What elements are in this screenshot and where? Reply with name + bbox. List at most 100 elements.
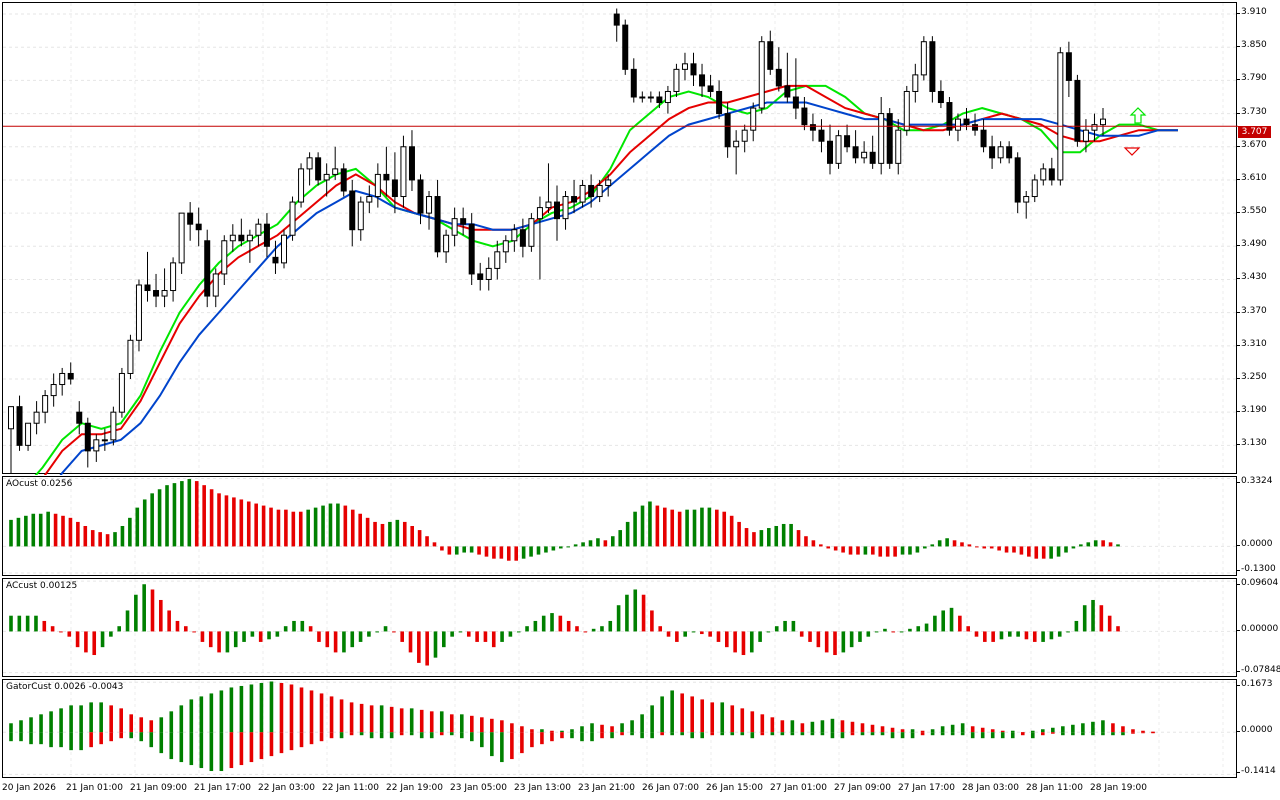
gator-lower-bar: [930, 732, 935, 736]
candle-body: [1100, 118, 1106, 126]
ao-bar: [662, 507, 667, 547]
gator-lower-bar: [299, 732, 304, 748]
gator-lower-bar: [209, 732, 214, 772]
gator-upper-bar: [880, 726, 885, 733]
candle-body: [468, 223, 475, 275]
ac-bar: [591, 628, 596, 632]
ac-bar: [400, 631, 404, 642]
price-chart-pane[interactable]: [2, 2, 1238, 475]
ao-bar: [744, 528, 749, 547]
candle: [426, 191, 433, 230]
candle: [323, 163, 330, 197]
ac-bar: [766, 631, 771, 633]
ao-bar: [38, 513, 43, 547]
ao-bar: [1101, 540, 1105, 547]
candle: [1040, 163, 1047, 186]
candle: [460, 207, 467, 236]
ac-bar: [616, 605, 621, 632]
gator-upper-bar: [159, 717, 164, 733]
gator-lower-bar: [960, 732, 965, 736]
time-axis-label: 21 Jan 01:00: [66, 783, 123, 793]
gator-tick-label: 0.0000: [1237, 725, 1273, 736]
ao-bar: [142, 499, 147, 547]
candle: [42, 390, 49, 424]
candle: [187, 202, 194, 241]
gator-upper-bar: [770, 717, 775, 733]
candle-body: [460, 218, 467, 225]
candle: [434, 179, 441, 258]
price-tick-label: 3.430: [1237, 272, 1267, 283]
ac-bar: [858, 631, 862, 642]
ao-bar: [670, 509, 675, 547]
gator-lower-bar: [279, 732, 284, 754]
gator-upper-bar: [760, 714, 765, 733]
candle-body: [554, 201, 560, 220]
candle: [357, 196, 364, 241]
candle: [238, 218, 245, 247]
candle-body: [485, 267, 492, 280]
gator-lower-bar: [99, 732, 103, 745]
ao-bar: [685, 509, 689, 547]
ac-bar: [758, 631, 762, 642]
ac-bar: [159, 599, 163, 632]
ac-bar: [658, 626, 663, 632]
candle: [16, 395, 23, 451]
candle: [716, 80, 723, 120]
candle: [724, 102, 731, 158]
ac-bar: [808, 631, 812, 642]
gator-upper-bar: [119, 708, 123, 733]
ac-bar: [1099, 605, 1104, 632]
ao-bar: [759, 530, 764, 547]
gator-lower-bar: [79, 732, 83, 751]
gator-lower-bar: [1041, 732, 1045, 736]
ao-bar: [454, 546, 459, 555]
candle-body: [400, 146, 407, 198]
ac-bar: [100, 631, 105, 648]
candle-body: [844, 135, 851, 148]
ac-indicator-pane[interactable]: ACcust 0.00125: [2, 578, 1238, 677]
candle: [937, 80, 944, 109]
candle-body: [59, 372, 66, 386]
candle: [1100, 108, 1106, 136]
ac-bar: [866, 631, 871, 637]
gator-upper-bar: [49, 711, 53, 733]
gator-upper-bar: [650, 705, 654, 733]
gator-lower-bar: [419, 732, 424, 739]
ac-bar: [109, 631, 113, 637]
ac-bar: [34, 615, 38, 632]
gator-lower-bar: [600, 732, 604, 739]
ao-bar: [826, 546, 831, 549]
time-axis-label: 26 Jan 07:00: [642, 783, 699, 793]
ao-bar: [447, 546, 452, 555]
candle-body: [784, 85, 791, 98]
ao-bar: [1093, 540, 1098, 547]
gator-upper-bar: [550, 730, 554, 733]
ac-bar: [50, 626, 55, 632]
candle-body: [229, 234, 236, 242]
candle-body: [144, 284, 151, 292]
ao-bar: [239, 499, 244, 547]
price-chart[interactable]: [3, 3, 1238, 475]
gator-lower-bar: [139, 732, 144, 742]
gator-upper-bar: [850, 721, 855, 733]
ac-bar: [183, 626, 188, 632]
ao-bar: [217, 493, 221, 547]
ao-indicator-pane[interactable]: AOcust 0.0256: [2, 476, 1238, 576]
candle-body: [84, 422, 91, 452]
ac-bar: [700, 631, 704, 635]
time-axis-label: 21 Jan 09:00: [130, 783, 187, 793]
time-axis-label: 27 Jan 09:00: [834, 783, 891, 793]
candle: [1082, 119, 1089, 153]
gator-indicator-pane[interactable]: GatorCust 0.0026 -0.0043: [2, 679, 1238, 778]
ao-bar: [135, 507, 140, 547]
ac-bar: [799, 631, 804, 637]
gator-upper-bar: [680, 693, 684, 733]
ac-bar: [1066, 631, 1070, 633]
ac-bar: [375, 631, 380, 633]
down-arrow-icon: [1123, 147, 1141, 156]
ao-bar: [989, 546, 994, 549]
time-axis-label: 22 Jan 03:00: [258, 783, 315, 793]
candle-body: [861, 151, 868, 159]
gator-upper-bar: [580, 726, 584, 733]
ac-bar: [92, 631, 97, 656]
